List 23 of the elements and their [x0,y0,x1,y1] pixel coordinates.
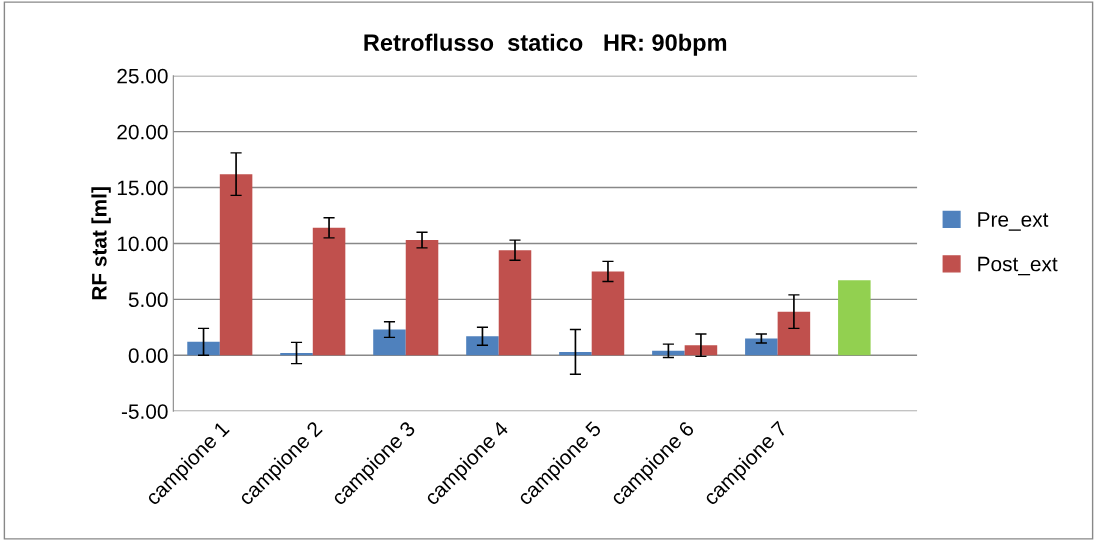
bar [838,280,871,356]
y-tick-label: 20.00 [117,124,168,140]
bar [498,250,532,356]
y-tick-label: 10.00 [117,236,168,252]
y-tick-label: -5.00 [121,404,168,419]
bar [591,271,625,356]
y-tick-label: 25.00 [117,68,168,84]
bar [777,311,811,356]
chart-title: Retroflusso statico HR: 90bpm [364,33,727,56]
bar [466,336,499,356]
bar [745,338,778,356]
bar [405,240,439,356]
y-tick-label: 0.00 [128,348,168,364]
bar [187,341,220,356]
bar [219,174,253,356]
y-tick-label: 15.00 [117,180,168,196]
bar [684,345,718,356]
y-axis-title: RF stat [ml] [91,187,111,300]
legend-label: Post_ext [978,256,1058,276]
bar [373,329,406,356]
y-tick-label: 5.00 [128,292,168,308]
legend-label: Pre_ext [978,212,1049,231]
bar [312,227,346,356]
